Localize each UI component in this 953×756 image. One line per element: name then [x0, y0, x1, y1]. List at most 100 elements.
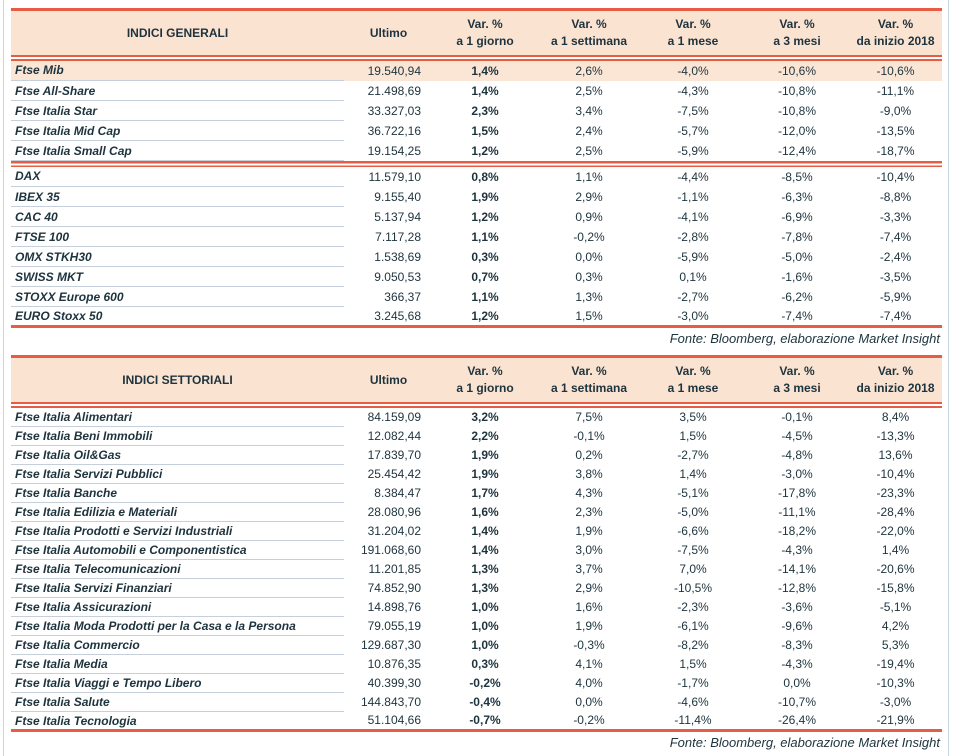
var-cell: 2,3%: [575, 505, 603, 519]
index-name-cell: Ftse Italia Servizi Finanziari: [11, 578, 344, 598]
var-cell: -8,3%: [781, 638, 813, 652]
var-cell: -8,5%: [781, 169, 813, 184]
table-row: Ftse Italia Servizi Finanziari 74.852,90 1…: [11, 578, 942, 598]
ultimo-cell: 366,37: [384, 289, 421, 304]
table-row: SWISS MKT 9.050,53 0,7% 0,3% 0,1% -1,6% -3,5%: [11, 266, 942, 287]
var-cell: -12,8%: [777, 581, 817, 595]
var-cell: 0,0%: [575, 695, 603, 709]
table-row: Ftse All-Share 21.498,69 1,4% 2,5% -4,3% -10,…: [11, 80, 942, 101]
var-cell: -12,4%: [777, 143, 817, 158]
var-cell: 1,0%: [471, 638, 499, 652]
table-row: Ftse Italia Oil&Gas 17.839,70 1,9% 0,2% -2,7…: [11, 445, 942, 465]
var-cell: -11,1%: [778, 505, 816, 519]
ultimo-cell: 28.080,96: [367, 505, 421, 519]
ultimo-cell: 129.687,30: [360, 638, 421, 652]
var-cell: 1,4%: [433, 60, 537, 81]
var-cell: -6,9%: [781, 209, 813, 224]
var-cell: -13,5%: [876, 123, 915, 138]
ultimo-cell: 10.876,35: [367, 657, 421, 671]
column-header-var-1week: Var. % a 1 settimana: [537, 356, 641, 402]
column-header-var-1month: Var. % a 1 mese: [641, 9, 745, 55]
var-cell: 1,3%: [471, 562, 499, 576]
var-cell: 2,4%: [575, 123, 603, 138]
var-cell: -0,1%: [573, 429, 605, 443]
var-cell: -9,0%: [879, 103, 912, 118]
index-name-cell: Ftse Italia Servizi Pubblici: [11, 464, 344, 484]
ultimo-cell: 11.201,85: [368, 562, 422, 576]
index-name-cell: Ftse Italia Viaggi e Tempo Libero: [11, 673, 344, 693]
var-cell: -0,2%: [573, 713, 605, 728]
var-cell: 0,0%: [783, 676, 811, 690]
var-cell: -4,3%: [781, 657, 813, 671]
var-cell: -13,3%: [876, 429, 915, 443]
var-cell: 2,9%: [575, 189, 603, 204]
index-name-cell: Ftse Italia Moda Prodotti per la Casa e …: [11, 616, 344, 636]
var-cell: 2,2%: [471, 429, 499, 443]
var-cell: 1,5%: [471, 123, 499, 138]
index-name-cell: Ftse Italia Salute: [11, 692, 344, 712]
var-cell: -6,6%: [677, 524, 709, 538]
var-cell: -10,8%: [777, 103, 817, 118]
var-cell: 4,0%: [575, 676, 603, 690]
var-cell: 1,5%: [575, 308, 603, 323]
ultimo-cell: 36.722,16: [367, 123, 421, 138]
var-cell: -3,0%: [677, 308, 709, 323]
var-cell: -4,4%: [677, 169, 709, 184]
var-cell: 1,0%: [471, 600, 499, 614]
index-name-cell: Ftse Italia Assicurazioni: [11, 597, 344, 617]
column-header-var-ytd2018: Var. % da inizio 2018: [849, 9, 942, 55]
table-row: Ftse Italia Media 10.876,35 0,3% 4,1% 1,5% -4…: [11, 654, 942, 674]
header-separator: [11, 401, 942, 408]
var-cell: -10,5%: [673, 581, 713, 595]
var-cell: 0,9%: [575, 209, 603, 224]
var-cell: -12,0%: [777, 123, 817, 138]
table-row: Ftse Italia Commercio 129.687,30 1,0% -0,3%…: [11, 635, 942, 655]
ultimo-cell: 12.082,44: [367, 429, 421, 443]
ultimo-cell: 5.137,94: [374, 209, 421, 224]
var-cell: -4,1%: [677, 209, 709, 224]
ultimo-cell: 84.159,09: [367, 410, 421, 424]
table-row: EURO Stoxx 50 3.245,68 1,2% 1,5% -3,0% -7,4% -…: [11, 306, 942, 327]
ultimo-cell: 9.050,53: [374, 269, 421, 284]
var-cell: 1,4%: [471, 524, 499, 538]
var-cell: 4,1%: [575, 657, 603, 671]
var-cell: 1,9%: [471, 189, 499, 204]
source-note: Fonte: Bloomberg, elaborazione Market In…: [669, 735, 940, 750]
var-cell: -2,4%: [879, 249, 912, 264]
var-cell: -0,1%: [781, 410, 813, 424]
table-row: DAX 11.579,10 0,8% 1,1% -4,4% -8,5% -10,4%: [11, 166, 942, 187]
var-cell: -6,3%: [781, 189, 813, 204]
var-cell: 4,2%: [881, 619, 910, 633]
var-cell: -28,4%: [876, 505, 915, 519]
var-cell: 1,2%: [471, 209, 499, 224]
var-cell: 1,9%: [575, 619, 603, 633]
index-name-cell: Ftse Italia Beni Immobili: [11, 426, 344, 446]
column-header-var-3months: Var. % a 3 mesi: [745, 356, 849, 402]
var-cell: -4,0%: [641, 60, 745, 81]
var-cell: -19,4%: [876, 657, 915, 671]
table-row: Ftse Italia Prodotti e Servizi Industria…: [11, 521, 942, 541]
var-cell: 3,2%: [471, 410, 499, 424]
index-name-cell: Ftse Italia Automobili e Componentistica: [11, 540, 344, 560]
var-cell: 7,5%: [575, 410, 603, 424]
var-cell: 1,7%: [471, 486, 499, 500]
var-cell: -20,6%: [876, 562, 915, 576]
var-cell: -0,3%: [573, 638, 605, 652]
var-cell: 2,9%: [575, 581, 603, 595]
var-cell: -7,5%: [677, 543, 709, 557]
sector-indices-table: INDICI SETTORIALI Ultimo Var. % a 1 gior…: [11, 355, 942, 732]
var-cell: -4,6%: [677, 695, 709, 709]
var-cell: -3,0%: [781, 467, 813, 481]
var-cell: 3,4%: [575, 103, 603, 118]
var-cell: -5,9%: [677, 143, 709, 158]
ultimo-cell: 79.055,19: [367, 619, 421, 633]
index-name-cell: Ftse Mib: [11, 60, 344, 81]
var-cell: -10,3%: [876, 676, 915, 690]
var-cell: 0,7%: [471, 269, 499, 284]
column-header-var-ytd2018: Var. % da inizio 2018: [849, 356, 942, 402]
var-cell: 1,3%: [575, 289, 603, 304]
index-name-cell: Ftse Italia Star: [11, 100, 344, 121]
var-cell: 7,0%: [679, 562, 707, 576]
column-header-ultimo: Ultimo: [344, 356, 433, 402]
table-row: Ftse Italia Assicurazioni 14.898,76 1,0% 1,…: [11, 597, 942, 617]
